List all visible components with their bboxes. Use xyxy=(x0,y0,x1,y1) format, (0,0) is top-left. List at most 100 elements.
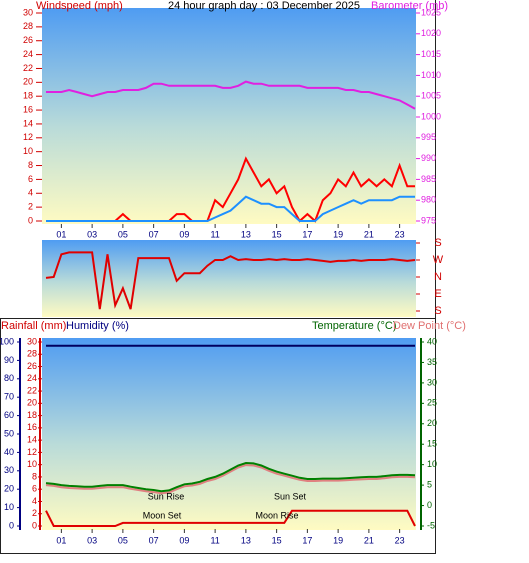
y3-tick-label: 20 xyxy=(4,484,14,494)
y3-tick-label: 80 xyxy=(4,373,14,383)
line xyxy=(46,80,416,110)
x-tick-label: 01 xyxy=(56,229,66,239)
frame xyxy=(0,318,436,554)
y-tick-label: 30 xyxy=(23,7,33,17)
x-tick-label: 01 xyxy=(56,535,66,545)
y3-tick-label: 10 xyxy=(4,502,14,512)
y-tick-label: 14 xyxy=(23,118,33,128)
y-tick-label: 0 xyxy=(32,520,37,530)
annotation: Moon Rise xyxy=(255,510,298,520)
y2-tick-label: 1020 xyxy=(421,28,441,38)
y-tick-label: 14 xyxy=(27,435,37,445)
y-tick-label: W xyxy=(433,254,444,266)
annotation: Moon Set xyxy=(143,510,182,520)
y-tick-label: 22 xyxy=(23,63,33,73)
x-tick-label: 03 xyxy=(87,535,97,545)
annotation: Sun Rise xyxy=(148,491,185,501)
y-tick-label: 18 xyxy=(23,91,33,101)
y-tick-label: 2 xyxy=(32,508,37,518)
y3-tick-label: 30 xyxy=(4,465,14,475)
line xyxy=(46,195,415,222)
y2-tick-label: 990 xyxy=(421,153,436,163)
y2-axis-title: Barometer (mb) xyxy=(371,0,448,12)
y-tick-label: 2 xyxy=(28,202,33,212)
y-tick-label: 30 xyxy=(27,336,37,346)
x-tick-label: 17 xyxy=(302,535,312,545)
y-tick-label: 4 xyxy=(28,188,33,198)
y2-tick-label: -5 xyxy=(427,520,435,530)
y3-tick-label: 70 xyxy=(4,392,14,402)
y2-tick-label: 980 xyxy=(421,195,436,205)
x-tick-label: 07 xyxy=(149,535,159,545)
y-axis-title: Rainfall (mm) xyxy=(1,320,66,332)
y-tick-label: 28 xyxy=(23,21,33,31)
x-tick-label: 21 xyxy=(364,535,374,545)
x-tick-label: 13 xyxy=(241,535,251,545)
y-tick-label: 6 xyxy=(28,174,33,184)
plot-area xyxy=(42,240,416,317)
y-tick-label: 28 xyxy=(27,349,37,359)
y2-tick-label: 40 xyxy=(427,336,437,346)
y2-tick-label: 1015 xyxy=(421,49,441,59)
y-tick-label: 4 xyxy=(32,496,37,506)
x-tick-label: 23 xyxy=(395,535,405,545)
y2-tick-label: 25 xyxy=(427,398,437,408)
x-tick-label: 15 xyxy=(272,229,282,239)
y2-tick-label: 5 xyxy=(427,479,432,489)
y-tick-label: 24 xyxy=(23,49,33,59)
y3-axis-title: Humidity (%) xyxy=(66,320,129,332)
x-tick-label: 05 xyxy=(118,229,128,239)
y-tick-label: 16 xyxy=(23,104,33,114)
y2-tick-label: 10 xyxy=(427,459,437,469)
x-tick-label: 21 xyxy=(364,229,374,239)
x-tick-label: 09 xyxy=(179,535,189,545)
y-tick-label: 22 xyxy=(27,385,37,395)
y3-tick-label: 40 xyxy=(4,447,14,457)
plot-area xyxy=(42,338,416,530)
y2-tick-label: 0 xyxy=(427,500,432,510)
y2-tick-label: 1025 xyxy=(421,7,441,17)
y2-tick-label: 1010 xyxy=(421,70,441,80)
y-tick-label: 24 xyxy=(27,373,37,383)
y2-tick-label: 15 xyxy=(427,439,437,449)
y-tick-label: 26 xyxy=(23,35,33,45)
y-tick-label: 12 xyxy=(27,447,37,457)
y-tick-label: 8 xyxy=(32,471,37,481)
y-tick-label: S xyxy=(434,305,441,317)
line xyxy=(45,464,416,495)
y-tick-label: 18 xyxy=(27,410,37,420)
chart-title: 24 hour graph day : 03 December 2025 xyxy=(168,0,360,12)
plot-area xyxy=(42,8,416,224)
y3-tick-label: 0 xyxy=(9,520,14,530)
line xyxy=(45,509,416,527)
y-tick-label: E xyxy=(434,288,441,300)
y2-axis-title: Temperature (°C) xyxy=(312,320,396,332)
y3-tick-label: 100 xyxy=(0,336,14,346)
line xyxy=(45,461,416,493)
y-tick-label: 8 xyxy=(28,160,33,170)
y3-tick-label: 90 xyxy=(4,355,14,365)
line xyxy=(45,251,416,310)
x-tick-label: 11 xyxy=(210,535,219,545)
y2-tick-label: 975 xyxy=(421,215,436,225)
y2-tick-label: 20 xyxy=(427,418,437,428)
y-tick-label: 12 xyxy=(23,132,33,142)
y-tick-label: 10 xyxy=(23,146,33,156)
y-tick-label: 20 xyxy=(23,77,33,87)
y2-tick-label: 35 xyxy=(427,357,437,367)
y-axis-title: Windspeed (mph) xyxy=(36,0,123,12)
annotation: Sun Set xyxy=(274,491,307,501)
x-tick-label: 15 xyxy=(272,535,282,545)
x-tick-label: 09 xyxy=(179,229,189,239)
y2-tick-label: 1005 xyxy=(421,91,441,101)
y-tick-label: 6 xyxy=(32,484,37,494)
x-tick-label: 05 xyxy=(118,535,128,545)
y2-tick-label: 1000 xyxy=(421,111,441,121)
x-tick-label: 07 xyxy=(149,229,159,239)
y-tick-label: 26 xyxy=(27,361,37,371)
y3-tick-label: 60 xyxy=(4,410,14,420)
y3-tick-label: 50 xyxy=(4,428,14,438)
y-tick-label: 0 xyxy=(28,215,33,225)
